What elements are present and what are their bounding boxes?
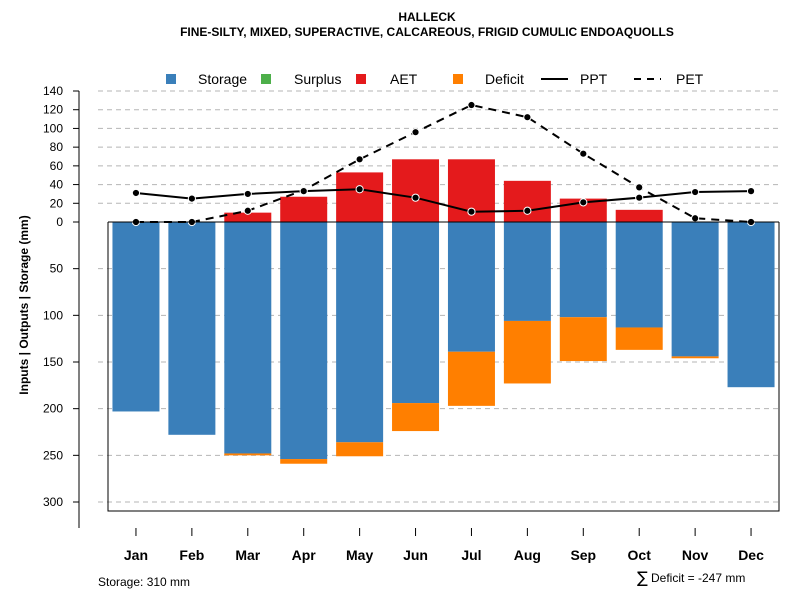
storage-bar [392,222,440,404]
legend-label-surplus: Surplus [294,71,341,87]
x-tick-label: Jan [124,547,148,563]
x-tick-label: May [346,547,373,563]
pet-point [691,214,700,223]
storage-bar [112,222,160,412]
storage-bar [671,222,719,357]
legend-swatch-storage [166,74,176,84]
storage-bar [280,222,328,460]
y-tick-label: 80 [50,140,64,154]
pet-point [355,155,364,164]
ppt-point [579,198,588,207]
storage-bar [559,222,607,318]
ppt-point [411,193,420,202]
legend-swatch-aet [356,74,366,84]
storage-bar [447,222,495,352]
deficit-bar [392,403,440,432]
x-tick-label: Jun [403,547,428,563]
y-tick-label: 20 [50,196,64,210]
legend-label-pet: PET [676,71,704,87]
ppt-line [135,188,752,213]
deficit-note: Deficit = -247 mm [651,571,745,585]
storage-note: Storage: 310 mm [98,575,190,589]
ppt-point [691,187,700,197]
pet-point [243,206,252,215]
pet-point [411,128,420,137]
y-tick-label: 150 [43,355,63,369]
deficit-bar [671,356,719,359]
storage-bar [727,222,775,388]
deficit-bar [336,442,384,457]
deficit-bar [280,459,328,464]
y-tick-label: 60 [50,159,64,173]
aet-bar [224,212,272,222]
x-tick-label: Mar [235,547,260,563]
x-tick-label: Aug [514,547,541,563]
plot-frame [107,222,780,512]
pet-point [467,100,476,110]
bars [112,159,775,464]
ppt-point [299,187,308,196]
aet-bar [615,209,663,222]
ppt-point [635,193,644,202]
chart-subtitle: FINE-SILTY, MIXED, SUPERACTIVE, CALCAREO… [180,25,674,39]
storage-bar [615,222,663,328]
deficit-bar [615,327,663,350]
pet-point [635,183,644,192]
x-tick-label: Sep [570,547,596,563]
legend: Storage Surplus AET Deficit PPT PET [166,71,704,87]
legend-swatch-deficit [453,74,463,84]
y-tick-label: 0 [56,215,63,229]
storage-bar [224,222,272,454]
legend-label-ppt: PPT [580,71,608,87]
y-tick-label: 200 [43,402,63,416]
x-tick-label: Feb [179,547,204,563]
y-tick-label: 140 [43,84,63,98]
deficit-bar [447,351,495,406]
storage-bar [503,222,551,321]
series-lines [131,100,756,227]
gridlines [98,90,779,503]
storage-bar [168,222,216,435]
aet-bar [280,196,328,222]
aet-bar [392,159,440,222]
ppt-point [243,189,252,199]
ppt-point [523,206,532,215]
deficit-sum-symbol: ∑ [637,568,648,587]
deficit-bar [559,317,607,362]
ppt-point [131,188,141,198]
y-tick-label: 250 [43,448,63,462]
pet-point [523,113,532,122]
y-tick-label: 50 [50,262,64,276]
pet-line [135,103,752,223]
aet-bar [336,172,384,222]
legend-label-aet: AET [390,71,418,87]
chart-title: HALLECK [398,10,456,24]
legend-swatch-surplus [261,74,271,84]
legend-label-deficit: Deficit [485,71,524,87]
x-tick-label: Dec [738,547,764,563]
x-tick-label: Nov [682,547,709,563]
ppt-point [355,185,364,194]
y-tick-label: 300 [43,495,63,509]
legend-label-storage: Storage [198,71,247,87]
deficit-bar [224,453,272,456]
y-axis-label: Inputs | Outputs | Storage (mm) [17,215,31,394]
y-tick-label: 100 [43,121,63,135]
x-tick-label: Oct [628,547,652,563]
ppt-point [746,187,756,196]
y-tick-label: 100 [43,308,63,322]
ppt-point [467,207,476,216]
x-tick-label: Apr [292,547,317,563]
x-tick-label: Jul [461,547,481,563]
aet-bar [503,180,551,222]
storage-bar [336,222,384,443]
y-tick-label: 120 [43,103,63,117]
pet-point [579,149,588,158]
ppt-point [187,194,196,203]
y-tick-label: 40 [50,178,64,192]
deficit-bar [503,320,551,384]
